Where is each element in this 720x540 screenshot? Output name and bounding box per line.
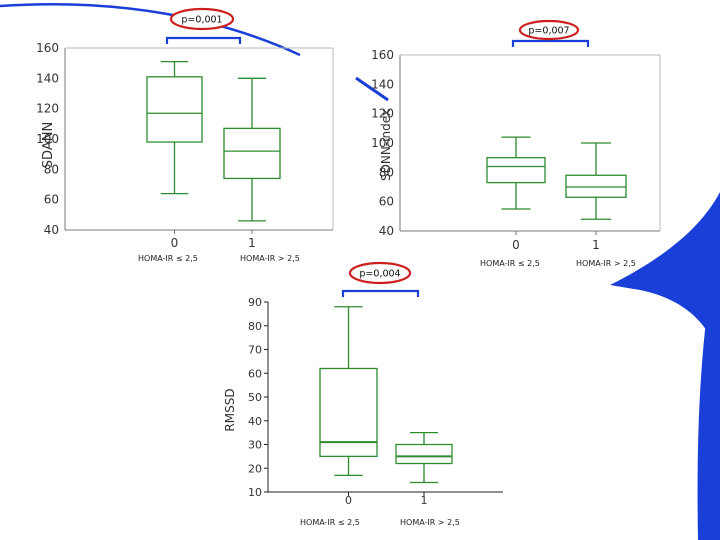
box-plot-0 — [146, 61, 203, 195]
box-plot-1 — [223, 77, 281, 222]
y-tick-label: 160 — [371, 48, 394, 62]
bracket-line — [341, 289, 420, 297]
top-swoosh-line — [0, 3, 301, 57]
y-tick-label: 40 — [44, 223, 59, 237]
y-tick-label: 30 — [248, 439, 262, 452]
p-value-label: p=0,001 — [181, 15, 222, 26]
p-value-highlight-ellipse — [348, 261, 412, 285]
y-tick-label: 80 — [379, 165, 394, 179]
y-axis-title: SDNN-index — [379, 109, 393, 181]
y-tick-label: 60 — [379, 195, 394, 209]
group-label: HOMA-IR > 2,5 — [400, 518, 460, 527]
sdann-chart: 40 60 80 100 120 140 160 SDANN 0 1 HOMA-IR ≤ 2,5 HO… — [36, 7, 334, 263]
y-tick-label: 50 — [248, 391, 262, 404]
x-category-label: 0 — [171, 236, 179, 250]
y-tick-label: 140 — [36, 71, 59, 85]
sdnn-index-chart: 40 60 80 100 120 140 160 SDNN-index 0 1 HOMA-IR ≤ … — [371, 19, 661, 268]
y-tick-label: 60 — [248, 367, 262, 380]
significance-bracket — [511, 39, 590, 47]
interquartile-box — [223, 127, 281, 180]
y-tick-label: 100 — [371, 136, 394, 150]
p-value-label: p=0,007 — [528, 26, 569, 37]
box-plot-0 — [319, 306, 378, 477]
y-tick-label: 140 — [371, 77, 394, 91]
y-axis-title: SDANN — [41, 122, 56, 168]
right-swoosh-shape — [610, 192, 720, 360]
y-tick-label: 20 — [248, 462, 262, 475]
x-category-label: 0 — [512, 238, 520, 252]
diagonal-swoosh-line — [355, 76, 389, 102]
group-label: HOMA-IR > 2,5 — [240, 254, 300, 263]
y-tick-label: 100 — [36, 132, 59, 146]
y-tick-label: 40 — [248, 415, 262, 428]
y-tick-label: 120 — [371, 107, 394, 121]
x-category-label: 1 — [592, 238, 600, 252]
group-label: HOMA-IR ≤ 2,5 — [480, 259, 540, 268]
box-plot-0 — [486, 136, 546, 210]
p-value-label: p=0,004 — [359, 269, 400, 280]
interquartile-box — [395, 443, 453, 465]
interquartile-box — [319, 367, 378, 458]
right-edge-band — [697, 230, 720, 540]
p-value-highlight-ellipse — [169, 7, 235, 31]
y-tick-label: 70 — [248, 344, 262, 357]
background-decoration — [0, 3, 720, 540]
group-label: HOMA-IR ≤ 2,5 — [300, 518, 360, 527]
significance-bracket — [165, 36, 242, 44]
y-axis-title: RMSSD — [223, 388, 237, 431]
y-tick-label: 40 — [379, 224, 394, 238]
significance-bracket — [341, 289, 420, 297]
box-plot-1 — [395, 431, 453, 484]
y-tick-label: 90 — [248, 296, 262, 309]
y-tick-label: 60 — [44, 193, 59, 207]
group-label: HOMA-IR ≤ 2,5 — [138, 254, 198, 263]
bracket-line — [511, 39, 590, 47]
interquartile-box — [486, 157, 546, 184]
group-label: HOMA-IR > 2,5 — [576, 259, 636, 268]
x-category-label: 1 — [248, 236, 256, 250]
p-value-highlight-ellipse — [518, 19, 580, 41]
interquartile-box — [565, 174, 627, 198]
y-tick-label: 80 — [248, 320, 262, 333]
y-tick-label: 80 — [44, 162, 59, 176]
box-plot-1 — [565, 142, 627, 220]
interquartile-box — [146, 76, 203, 143]
rmssd-chart: 10 20 30 40 50 60 70 80 90 RMSSD 0 1 HOMA-IR ≤ 2,5 HO… — [223, 261, 503, 527]
y-tick-label: 160 — [36, 41, 59, 55]
x-category-label: 0 — [345, 494, 352, 507]
x-category-label: 1 — [421, 494, 428, 507]
y-tick-label: 10 — [248, 486, 262, 499]
y-tick-label: 120 — [36, 102, 59, 116]
bracket-line — [165, 36, 242, 44]
